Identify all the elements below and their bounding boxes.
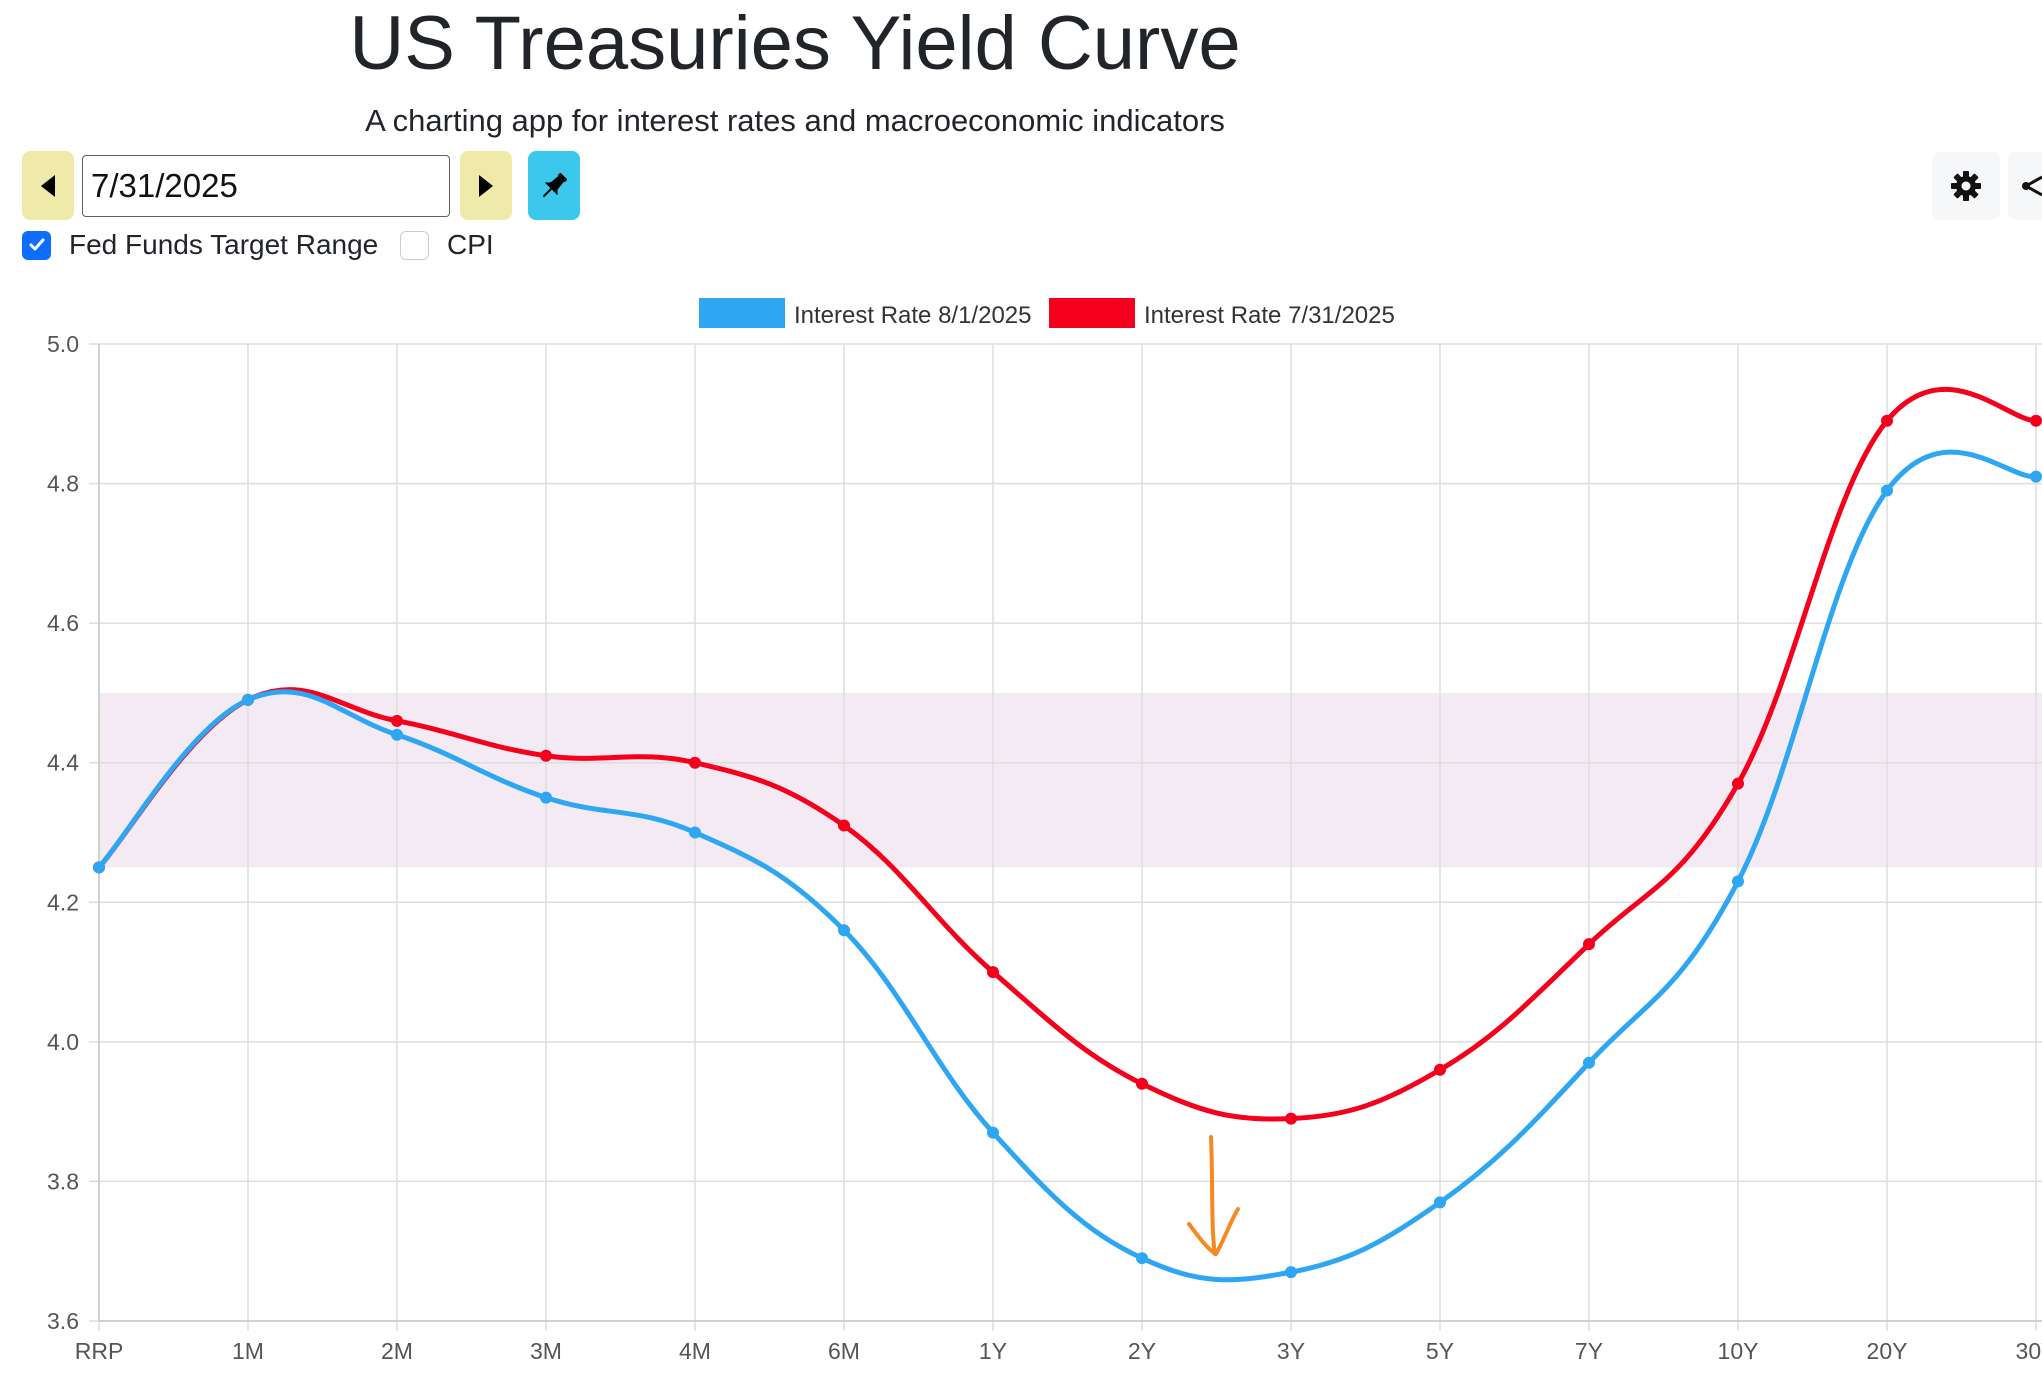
series-7-31-2025-point [1583,938,1595,951]
yield-curve-chart: 3.6 3.8 4.0 4.2 4.4 4.6 4.8 5.0 RRP 1M 2M 3M 4M 6M 1Y 2… [47,298,2042,1364]
series-8-1-2025-point [391,728,403,741]
y-tick-label: 3.8 [47,1168,79,1194]
series-7-31-2025-line [97,386,2037,1122]
series-7-31-2025-point [838,819,850,832]
next-date-button[interactable] [460,151,512,220]
previous-date-button[interactable] [22,151,74,220]
series-8-1-2025-point [1732,875,1744,888]
cpi-checkbox[interactable] [400,230,429,260]
x-tick-label: 7Y [1575,1338,1603,1364]
x-tick-label: 1M [232,1338,264,1364]
series-8-1-2025-point [1285,1266,1297,1279]
x-tick-label: 10Y [1718,1338,1759,1364]
pin-icon [542,172,568,197]
x-tick-label: 6M [828,1338,860,1364]
series-7-31-2025-point [1881,414,1893,427]
x-tick-label: 3Y [1277,1338,1305,1364]
x-tick-label: 1Y [979,1338,1007,1364]
x-tick-label: 2Y [1128,1338,1156,1364]
series-7-31-2025-point [391,714,403,727]
cpi-toggle[interactable]: CPI [400,227,494,263]
series-7-31-2025-point [1285,1112,1297,1125]
legend-item-7-31-2025-swatch [1049,298,1135,328]
series-8-1-2025-point [2030,470,2042,483]
page-title: US Treasuries Yield Curve [349,1,1241,86]
series-8-1-2025-point [838,924,850,937]
y-tick-label: 4.2 [47,889,79,915]
series-8-1-2025-point [93,861,105,874]
share-icon [2022,175,2042,197]
series-7-31-2025-point [987,966,999,979]
legend-item-7-31-2025-label: Interest Rate 7/31/2025 [1144,302,1395,329]
caret-right-icon [479,174,493,197]
y-tick-label: 4.4 [47,750,79,776]
series-7-31-2025-point [1434,1063,1446,1076]
series-7-31-2025-point [1732,777,1744,790]
series-8-1-2025-point [689,826,701,839]
x-tick-label: 3M [530,1338,562,1364]
y-tick-label: 4.0 [47,1029,79,1055]
legend-item-8-1-2025-label: Interest Rate 8/1/2025 [794,302,1032,329]
series-8-1-2025-point [1583,1056,1595,1069]
y-tick-label: 4.8 [47,471,79,497]
series-8-1-2025-point [987,1126,999,1139]
series-8-1-2025-point [540,791,552,804]
y-tick-label: 5.0 [47,331,79,357]
x-tick-label: 4M [679,1338,711,1364]
fed-funds-toggle[interactable]: Fed Funds Target Range [22,227,378,263]
series-8-1-2025-point [1881,484,1893,497]
share-button[interactable] [2008,152,2042,220]
x-tick-label: 2M [381,1338,413,1364]
annotation-arrow [1187,1135,1240,1256]
pin-button[interactable] [528,151,580,220]
series-7-31-2025-point [540,749,552,762]
y-tick-label: 3.6 [47,1308,79,1334]
y-tick-label: 4.6 [47,610,79,636]
x-tick-label: 5Y [1426,1338,1454,1364]
x-tick-label: RRP [75,1338,124,1364]
series-7-31-2025-point [2030,414,2042,427]
x-tick-label: 20Y [1867,1338,1908,1364]
chart-legend: Interest Rate 8/1/2025 Interest Rate 7/31… [699,298,1395,329]
cpi-label: CPI [447,229,494,260]
page-subtitle: A charting app for interest rates and ma… [365,103,1225,138]
annotation-arrow-shaft [1209,1135,1217,1256]
annotation-arrow-head [1187,1207,1240,1256]
series-7-31-2025-point [689,756,701,769]
date-input[interactable] [82,155,450,217]
settings-button[interactable] [1932,152,2000,220]
checkmark-icon [29,238,44,251]
series-8-1-2025-point [1434,1196,1446,1209]
series-8-1-2025-line [97,449,2037,1283]
fed-funds-checkbox[interactable] [22,230,51,260]
fed-funds-label: Fed Funds Target Range [69,229,379,260]
series-7-31-2025-point [1136,1077,1148,1090]
gear-icon [1951,171,1981,201]
caret-left-icon [41,174,55,197]
legend-item-8-1-2025-swatch [699,298,785,328]
fed-funds-band [99,692,2042,868]
series-8-1-2025-point [1136,1252,1148,1265]
series-8-1-2025-point [242,693,254,706]
x-tick-label: 30Y [2016,1338,2042,1364]
